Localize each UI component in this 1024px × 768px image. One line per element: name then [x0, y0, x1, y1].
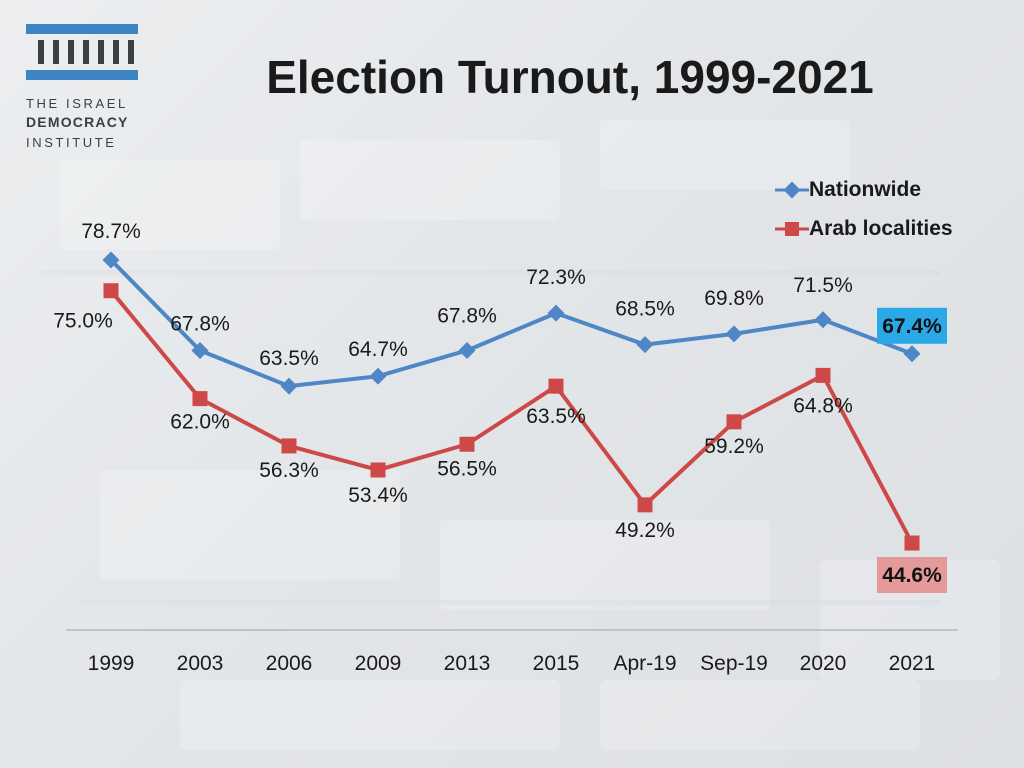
legend-label-nationwide: Nationwide — [809, 177, 922, 201]
x-tick-label: 2013 — [444, 652, 491, 675]
logo-line-3: INSTITUTE — [26, 135, 117, 150]
data-label-nationwide: 69.8% — [704, 287, 764, 310]
data-label-arab-localities: 63.5% — [526, 405, 586, 428]
data-label-nationwide: 63.5% — [259, 347, 319, 370]
data-label-arab-localities: 56.5% — [437, 457, 497, 480]
data-point-arab-localities — [192, 391, 208, 407]
data-point-arab-localities — [370, 462, 386, 478]
logo-bottom-bar — [26, 70, 138, 80]
x-tick-label: 2006 — [266, 652, 313, 675]
data-point-arab-localities — [637, 497, 653, 513]
x-tick-label: Apr-19 — [613, 652, 676, 675]
legend-item-arab-localities: Arab localities — [775, 209, 953, 248]
data-point-nationwide — [547, 304, 565, 322]
data-point-nationwide — [102, 251, 120, 269]
data-label-nationwide: 78.7% — [81, 220, 141, 243]
data-label-arab-localities: 49.2% — [615, 519, 675, 542]
data-point-nationwide — [280, 377, 298, 395]
series-line-nationwide — [109, 258, 913, 389]
data-point-nationwide — [903, 345, 921, 363]
data-label-nationwide: 67.8% — [170, 312, 230, 335]
chart-legend: Nationwide Arab localities — [775, 170, 953, 248]
x-tick-label: 2003 — [177, 652, 224, 675]
data-label-arab-localities: 56.3% — [259, 459, 319, 482]
data-point-nationwide — [458, 341, 476, 359]
data-label-arab-localities: 44.6% — [882, 564, 942, 587]
data-label-arab-localities: 53.4% — [348, 484, 408, 507]
logo-top-bar — [26, 24, 138, 34]
data-point-nationwide — [191, 341, 209, 359]
x-tick-label: 2015 — [533, 652, 580, 675]
data-label-nationwide: 67.8% — [437, 304, 497, 327]
data-point-arab-localities — [904, 535, 920, 551]
data-label-arab-localities: 75.0% — [53, 310, 113, 333]
x-tick-label: 2021 — [889, 652, 936, 675]
logo-columns — [38, 40, 134, 64]
legend-swatch-nationwide — [775, 181, 809, 198]
x-tick-label: 2020 — [800, 652, 847, 675]
data-point-nationwide — [369, 367, 387, 385]
data-label-nationwide: 64.7% — [348, 338, 408, 361]
logo-line-2: DEMOCRACY — [26, 114, 129, 130]
data-point-nationwide — [636, 336, 654, 354]
legend-swatch-arab-localities — [775, 221, 809, 236]
data-label-nationwide: 67.4% — [882, 315, 942, 338]
data-label-arab-localities: 59.2% — [704, 435, 764, 458]
legend-label-arab-localities: Arab localities — [809, 216, 953, 240]
data-label-nationwide: 72.3% — [526, 266, 586, 289]
data-label-nationwide: 68.5% — [615, 298, 675, 321]
x-tick-label: 1999 — [88, 652, 135, 675]
data-point-arab-localities — [815, 367, 831, 383]
x-tick-label: 2009 — [355, 652, 402, 675]
data-point-arab-localities — [726, 414, 742, 430]
data-label-nationwide: 71.5% — [793, 274, 853, 297]
highlight-box-arab-localities — [877, 557, 947, 594]
data-point-arab-localities — [548, 378, 564, 394]
data-point-arab-localities — [459, 436, 475, 452]
x-tick-label: Sep-19 — [700, 652, 768, 675]
series-line-arab-localities — [109, 289, 914, 544]
highlight-box-nationwide — [877, 307, 947, 344]
data-point-nationwide — [725, 325, 743, 343]
data-point-nationwide — [814, 311, 832, 329]
legend-item-nationwide: Nationwide — [775, 170, 953, 209]
data-label-arab-localities: 62.0% — [170, 411, 230, 434]
institute-logo — [26, 24, 138, 80]
data-point-arab-localities — [103, 283, 119, 299]
logo-line-1: THE ISRAEL — [26, 96, 128, 111]
data-point-arab-localities — [281, 438, 297, 454]
page-title: Election Turnout, 1999-2021 — [266, 51, 874, 103]
data-label-arab-localities: 64.8% — [793, 394, 853, 417]
